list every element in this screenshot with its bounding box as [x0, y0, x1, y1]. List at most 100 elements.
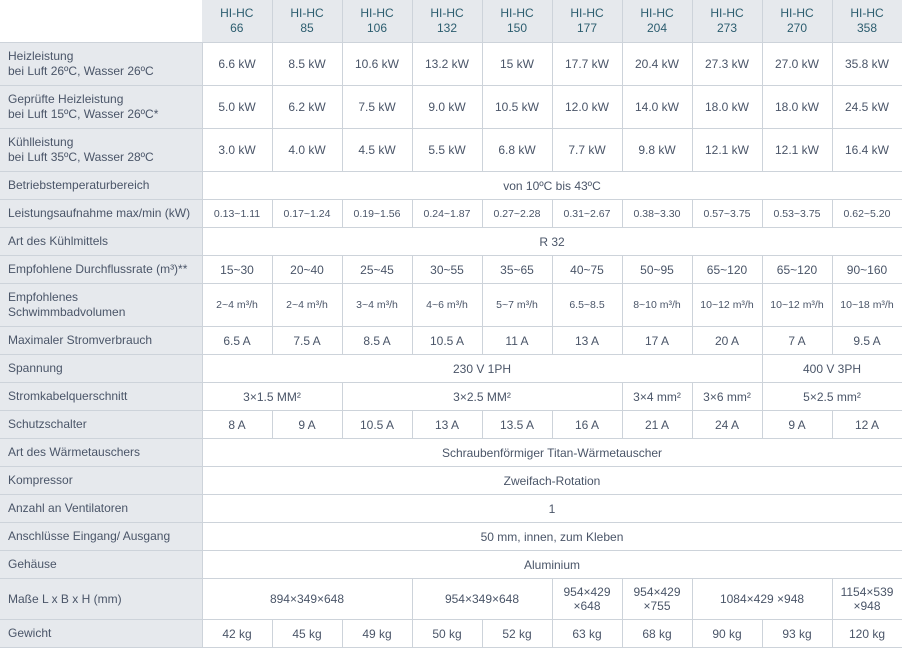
cell: Zweifach-Rotation: [202, 467, 902, 495]
cell: 24 A: [692, 411, 762, 439]
table-row: Leistungsaufnahme max/min (kW)0.13~1.110…: [0, 200, 902, 228]
cell: 10.5 A: [412, 327, 482, 355]
cell: 16 A: [552, 411, 622, 439]
cell: 13.2 kW: [412, 43, 482, 86]
header-model: HI-HC132: [412, 0, 482, 43]
cell: 8.5 kW: [272, 43, 342, 86]
cell: 3×4 mm²: [622, 383, 692, 411]
cell: 7.7 kW: [552, 129, 622, 172]
cell: 10.6 kW: [342, 43, 412, 86]
cell: 15~30: [202, 256, 272, 284]
cell: 9.5 A: [832, 327, 902, 355]
cell: 13 A: [552, 327, 622, 355]
table-row: Anschlüsse Eingang/ Ausgang50 mm, innen,…: [0, 523, 902, 551]
cell: 0.17~1.24: [272, 200, 342, 228]
table-row: Heizleistungbei Luft 26ºC, Wasser 26ºC6.…: [0, 43, 902, 86]
row-label: Art des Wärmetauschers: [0, 439, 202, 467]
header-model: HI-HC66: [202, 0, 272, 43]
cell: 3.0 kW: [202, 129, 272, 172]
row-label: Gehäuse: [0, 551, 202, 579]
table-row: Stromkabelquerschnitt3×1.5 MM²3×2.5 MM²3…: [0, 383, 902, 411]
cell: 0.53~3.75: [762, 200, 832, 228]
table-row: Spannung230 V 1PH400 V 3PH: [0, 355, 902, 383]
cell: 3×1.5 MM²: [202, 383, 342, 411]
row-label: Spannung: [0, 355, 202, 383]
row-label: Gewicht: [0, 620, 202, 648]
cell: 49 kg: [342, 620, 412, 648]
table-row: Empfohlenes Schwimmbadvolumen2~4 m³/h2~4…: [0, 284, 902, 327]
cell: 3×2.5 MM²: [342, 383, 622, 411]
cell: 20 A: [692, 327, 762, 355]
row-label: Anzahl an Ventilatoren: [0, 495, 202, 523]
table-row: Empfohlene Durchflussrate (m³)**15~3020~…: [0, 256, 902, 284]
cell: 8.5 A: [342, 327, 412, 355]
table-row: Art des WärmetauschersSchraubenförmiger …: [0, 439, 902, 467]
row-label: Anschlüsse Eingang/ Ausgang: [0, 523, 202, 551]
cell: 21 A: [622, 411, 692, 439]
table-row: Maximaler Stromverbrauch6.5 A7.5 A8.5 A1…: [0, 327, 902, 355]
cell: 50~95: [622, 256, 692, 284]
cell: 120 kg: [832, 620, 902, 648]
cell: 90~160: [832, 256, 902, 284]
cell: 4~6 m³/h: [412, 284, 482, 327]
cell: 6.2 kW: [272, 86, 342, 129]
cell: 27.3 kW: [692, 43, 762, 86]
cell: 11 A: [482, 327, 552, 355]
cell: 0.19~1.56: [342, 200, 412, 228]
cell: 50 mm, innen, zum Kleben: [202, 523, 902, 551]
row-label: Schutzschalter: [0, 411, 202, 439]
cell: 0.31~2.67: [552, 200, 622, 228]
cell: 10.5 kW: [482, 86, 552, 129]
cell: 9.0 kW: [412, 86, 482, 129]
row-label: Empfohlenes Schwimmbadvolumen: [0, 284, 202, 327]
cell: 0.62~5.20: [832, 200, 902, 228]
cell: 17 A: [622, 327, 692, 355]
cell: 2~4 m³/h: [272, 284, 342, 327]
cell: 15 kW: [482, 43, 552, 86]
cell: 65~120: [762, 256, 832, 284]
cell: 52 kg: [482, 620, 552, 648]
spec-table-container: HI-HC66HI-HC85HI-HC106HI-HC132HI-HC150HI…: [0, 0, 902, 648]
row-label: Geprüfte Heizleistungbei Luft 15ºC, Wass…: [0, 86, 202, 129]
table-row: Geprüfte Heizleistungbei Luft 15ºC, Wass…: [0, 86, 902, 129]
cell: 68 kg: [622, 620, 692, 648]
cell: 4.0 kW: [272, 129, 342, 172]
header-model: HI-HC273: [692, 0, 762, 43]
cell: 6.5 A: [202, 327, 272, 355]
header-model: HI-HC177: [552, 0, 622, 43]
cell: 50 kg: [412, 620, 482, 648]
cell: 10~12 m³/h: [762, 284, 832, 327]
header-model: HI-HC204: [622, 0, 692, 43]
cell: 1: [202, 495, 902, 523]
row-label: Betriebstemperaturbereich: [0, 172, 202, 200]
cell: 42 kg: [202, 620, 272, 648]
cell: 1154×539 ×948: [832, 579, 902, 620]
cell: Aluminium: [202, 551, 902, 579]
header-model: HI-HC358: [832, 0, 902, 43]
cell: 10.5 A: [342, 411, 412, 439]
cell: 5.0 kW: [202, 86, 272, 129]
cell: 4.5 kW: [342, 129, 412, 172]
row-label: Heizleistungbei Luft 26ºC, Wasser 26ºC: [0, 43, 202, 86]
row-label: Kühlleistungbei Luft 35ºC, Wasser 28ºC: [0, 129, 202, 172]
cell: 27.0 kW: [762, 43, 832, 86]
cell: 8 A: [202, 411, 272, 439]
table-row: Art des KühlmittelsR 32: [0, 228, 902, 256]
cell: 18.0 kW: [762, 86, 832, 129]
table-row: KompressorZweifach-Rotation: [0, 467, 902, 495]
cell: 9 A: [762, 411, 832, 439]
cell: 954×429 ×648: [552, 579, 622, 620]
cell: 2~4 m³/h: [202, 284, 272, 327]
row-label: Leistungsaufnahme max/min (kW): [0, 200, 202, 228]
header-blank: [0, 0, 202, 43]
cell: 3×6 mm²: [692, 383, 762, 411]
cell: Schraubenförmiger Titan-Wärmetauscher: [202, 439, 902, 467]
cell: 6.8 kW: [482, 129, 552, 172]
cell: 24.5 kW: [832, 86, 902, 129]
cell: 65~120: [692, 256, 762, 284]
cell: 7.5 A: [272, 327, 342, 355]
cell: 13.5 A: [482, 411, 552, 439]
cell: 5~7 m³/h: [482, 284, 552, 327]
table-row: Betriebstemperaturbereichvon 10ºC bis 43…: [0, 172, 902, 200]
table-row: GehäuseAluminium: [0, 551, 902, 579]
